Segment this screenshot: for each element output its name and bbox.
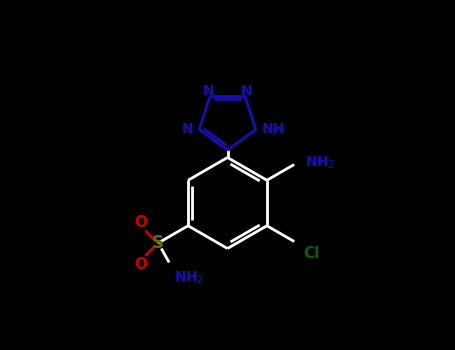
Text: N: N <box>181 122 193 136</box>
Text: N: N <box>241 84 253 98</box>
Text: NH$_2$: NH$_2$ <box>174 270 205 286</box>
Text: NH: NH <box>262 122 285 136</box>
Text: NH$_2$: NH$_2$ <box>305 155 336 171</box>
Text: S: S <box>152 234 164 252</box>
Text: O: O <box>134 215 147 230</box>
Text: O: O <box>134 257 147 272</box>
Text: N: N <box>202 84 214 98</box>
Text: Cl: Cl <box>303 246 319 261</box>
